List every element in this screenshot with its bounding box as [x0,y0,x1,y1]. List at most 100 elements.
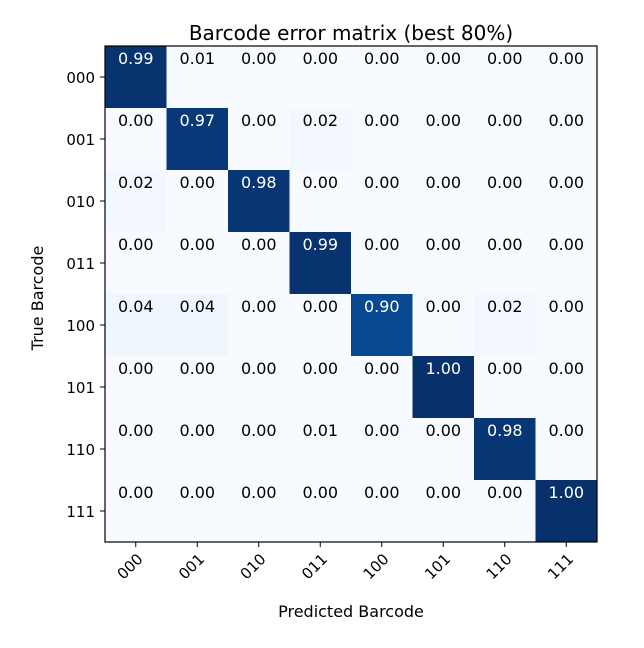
cell-value-label: 0.00 [487,235,523,254]
heatmap-cell [474,294,536,357]
heatmap-cell [289,46,352,109]
cell-value-label: 0.00 [487,173,523,192]
cell-value-label: 0.00 [241,111,277,130]
heatmap-cell [474,170,536,233]
heatmap-cell [412,170,475,233]
heatmap-cell [289,170,352,233]
cell-value-label: 0.00 [364,111,400,130]
heatmap-cell [166,232,229,295]
heatmap-cell [289,356,352,419]
heatmap-cell [535,108,598,171]
cell-value-label: 0.00 [241,359,277,378]
cell-value-label: 0.00 [179,421,215,440]
cell-value-label: 0.00 [364,421,400,440]
x-tick-label: 010 [237,550,270,583]
heatmap-cell [105,418,167,481]
heatmap-cell [535,356,598,419]
cell-value-label: 0.00 [425,49,461,68]
cell-value-label: 0.00 [548,49,584,68]
plot-frame [104,45,598,543]
heatmap-cell [105,294,167,357]
heatmap-cell [474,108,536,171]
cell-value-label: 0.00 [179,359,215,378]
heatmap-cell [166,356,229,419]
x-tick-label: 011 [298,550,331,583]
y-axis-label: True Barcode [28,246,47,352]
heatmap-cell [535,170,598,233]
cell-value-label: 0.02 [302,111,338,130]
cell-value-label: 0.00 [179,483,215,502]
x-axis-label: Predicted Barcode [278,602,424,621]
cell-value-label: 0.02 [118,173,154,192]
heatmap-cell [535,418,598,481]
y-tick-label: 110 [66,441,95,459]
y-tick-label: 000 [66,69,95,87]
heatmap-cell [228,480,290,543]
heatmap-cell [412,356,475,419]
heatmap-cell [412,480,475,543]
y-tick-label: 001 [66,131,95,149]
heatmap-cell [166,46,229,109]
cell-value-label: 0.00 [241,297,277,316]
cell-value-label: 0.00 [364,483,400,502]
heatmap-cell [289,294,352,357]
cell-value-label: 0.00 [425,173,461,192]
cell-value-label: 0.00 [548,421,584,440]
cell-value-label: 0.00 [241,421,277,440]
heatmap-cell [351,232,413,295]
heatmap-cell [105,170,167,233]
cell-value-label: 0.00 [302,49,338,68]
heatmap-cell [474,418,536,481]
cell-value-label: 0.00 [118,359,154,378]
heatmap-cell [105,232,167,295]
cell-value-label: 0.00 [118,421,154,440]
x-tick-label: 111 [544,550,577,583]
cell-value-label: 0.98 [241,173,277,192]
cell-value-label: 0.00 [118,235,154,254]
x-axis-ticks: 000 001 010 011 100 101 110 111 [114,542,577,583]
y-tick-label: 100 [66,317,95,335]
cell-value-label: 1.00 [548,483,584,502]
cell-value-label: 0.99 [118,49,154,68]
cell-value-label: 0.00 [487,111,523,130]
heatmap-cell [351,108,413,171]
y-tick-label: 011 [66,255,95,273]
heatmap-cell [351,294,413,357]
heatmap-cell [166,170,229,233]
y-tick-label: 010 [66,193,95,211]
cell-value-label: 0.97 [179,111,215,130]
cell-value-label: 0.00 [487,49,523,68]
cell-value-label: 0.00 [302,483,338,502]
cell-value-labels: 0.99 0.01 0.00 0.00 0.00 0.00 0.00 0.00 0.00 0.97… [118,49,584,502]
heatmap-cell [166,480,229,543]
cell-value-label: 0.00 [548,111,584,130]
cell-value-label: 0.04 [118,297,154,316]
heatmap-cell [351,480,413,543]
heatmap-cell [474,356,536,419]
y-tick-label: 101 [66,379,95,397]
heatmap-cell [228,46,290,109]
cell-value-label: 0.02 [487,297,523,316]
heatmap-cell [351,46,413,109]
cell-value-label: 0.00 [364,359,400,378]
cell-value-label: 0.00 [118,483,154,502]
cell-value-label: 0.00 [425,235,461,254]
heatmap-cell [289,232,352,295]
heatmap-cell [166,418,229,481]
cell-value-label: 0.00 [241,49,277,68]
x-tick-label: 001 [175,550,208,583]
heatmap-cell [228,108,290,171]
heatmap-cell [228,294,290,357]
cell-value-label: 0.00 [364,235,400,254]
y-tick-label: 111 [66,503,95,521]
heatmap-cell [412,294,475,357]
cell-value-label: 0.00 [487,359,523,378]
cell-value-label: 0.00 [425,297,461,316]
chart-title: Barcode error matrix (best 80%) [189,21,513,45]
heatmap-cell [228,232,290,295]
heatmap-cell [351,356,413,419]
cell-value-label: 0.00 [548,173,584,192]
heatmap-cell [412,46,475,109]
x-tick-label: 101 [421,550,454,583]
